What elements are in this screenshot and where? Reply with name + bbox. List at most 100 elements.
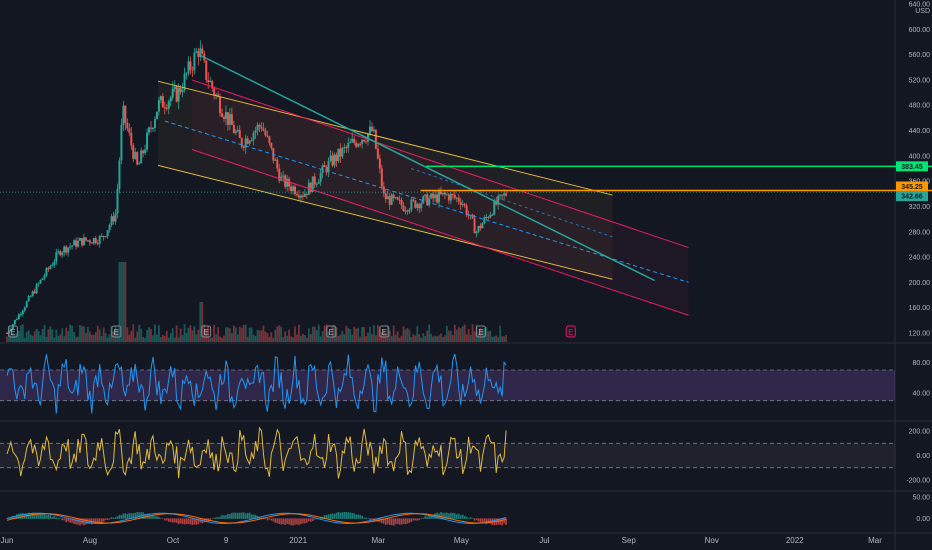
volume-bar <box>268 336 271 342</box>
macd-histogram-bar <box>215 517 217 519</box>
candle-body <box>167 101 170 109</box>
volume-bar <box>414 335 417 342</box>
price-tick-label: 520.00 <box>909 77 931 84</box>
volume-bar <box>150 329 152 342</box>
macd-histogram-bar <box>475 518 478 521</box>
macd-histogram-bar <box>246 512 249 519</box>
earnings-marker[interactable]: E <box>475 325 486 338</box>
volume-bar <box>264 331 267 342</box>
earnings-marker[interactable]: E <box>379 325 390 338</box>
volume-bar <box>412 334 415 342</box>
candle-body <box>17 314 20 320</box>
volume-bar <box>463 324 466 342</box>
macd-histogram-bar <box>412 518 415 521</box>
candle-body <box>77 240 80 247</box>
candle-body <box>327 160 330 173</box>
macd-histogram-bar <box>274 518 277 523</box>
candle-body <box>9 328 12 332</box>
earnings-marker-future[interactable]: E <box>565 325 576 338</box>
macd-histogram-bar <box>69 518 71 523</box>
candle-body <box>311 176 314 192</box>
volume-bar <box>355 328 358 342</box>
volume-bar <box>260 330 263 342</box>
macd-histogram-bar <box>444 512 446 519</box>
volume-bar <box>473 331 476 342</box>
macd-histogram-bar <box>313 518 316 520</box>
macd-histogram-bar <box>244 513 247 519</box>
macd-histogram-bar <box>357 514 359 519</box>
volume-bar <box>102 327 105 342</box>
candle-body <box>493 200 496 215</box>
volume-bar <box>432 336 435 342</box>
volume-bar <box>369 326 371 342</box>
candle-body <box>104 236 107 238</box>
price-tick-label: 160.00 <box>909 305 931 312</box>
macd-histogram-bar <box>298 518 300 525</box>
macd-histogram-bar <box>225 515 227 519</box>
volume-bar <box>144 337 146 342</box>
macd-histogram-bar <box>505 518 507 525</box>
macd-histogram-bar <box>177 518 180 525</box>
earnings-marker[interactable]: E <box>326 325 337 338</box>
candle-body <box>301 195 304 197</box>
macd-histogram-bar <box>100 518 103 523</box>
macd-histogram-bar <box>219 516 221 519</box>
earnings-marker-label: E <box>329 328 334 337</box>
volume-bar <box>422 333 425 342</box>
earnings-marker[interactable]: E <box>111 325 122 338</box>
macd-histogram-bar <box>434 513 436 519</box>
volume-bar <box>49 326 52 342</box>
candle-body <box>240 137 243 147</box>
candle-body <box>256 124 259 131</box>
macd-histogram-bar <box>167 518 170 522</box>
macd-histogram-bar <box>306 518 308 523</box>
macd-histogram-bar <box>448 513 450 519</box>
candle-body <box>438 191 441 203</box>
volume-bar <box>487 331 490 342</box>
macd-histogram-bar <box>270 518 273 521</box>
candle-body <box>459 201 462 205</box>
volume-bar <box>187 327 190 342</box>
volume-bar <box>503 336 506 342</box>
candle-body <box>436 194 439 203</box>
candle-body <box>171 88 174 98</box>
time-tick-label: Aug <box>83 536 97 545</box>
earnings-marker-box <box>565 325 576 338</box>
time-tick-label: Jun <box>1 536 14 545</box>
time-tick-label: 9 <box>224 536 229 545</box>
candle-body <box>110 216 113 226</box>
volume-bar <box>317 324 320 342</box>
volume-bar <box>367 332 369 342</box>
macd-histogram-bar <box>122 513 125 519</box>
macd-histogram-bar <box>51 517 54 519</box>
candle-body <box>305 193 308 195</box>
candle-body <box>215 94 218 96</box>
volume-bar <box>376 324 379 342</box>
volume-bar <box>410 337 413 342</box>
rsi-tick-label: 80.00 <box>912 360 930 367</box>
candle-body <box>299 195 302 198</box>
volume-bar <box>238 326 241 342</box>
price-tick-label: 440.00 <box>909 128 931 135</box>
volume-bar <box>86 326 89 342</box>
macd-histogram-bar <box>363 517 365 519</box>
rsi-tick-label: 40.00 <box>912 391 930 398</box>
earnings-marker[interactable]: E <box>7 325 18 338</box>
candle-body <box>331 155 334 166</box>
macd-histogram-bar <box>455 514 458 519</box>
volume-bar <box>373 325 375 342</box>
volume-bar <box>142 336 145 342</box>
macd-histogram-bar <box>254 514 257 519</box>
volume-bar <box>390 336 393 342</box>
macd-histogram-bar <box>165 518 168 521</box>
volume-bar <box>230 333 233 342</box>
cci-tick-label: 200.00 <box>909 429 931 436</box>
macd-histogram-bar <box>335 512 338 519</box>
macd-histogram-bar <box>404 518 407 525</box>
macd-histogram-bar <box>98 518 101 524</box>
earnings-marker[interactable]: E <box>201 325 212 338</box>
volume-bar <box>453 324 456 342</box>
candle-body <box>179 87 182 93</box>
macd-histogram-bar <box>361 515 363 519</box>
